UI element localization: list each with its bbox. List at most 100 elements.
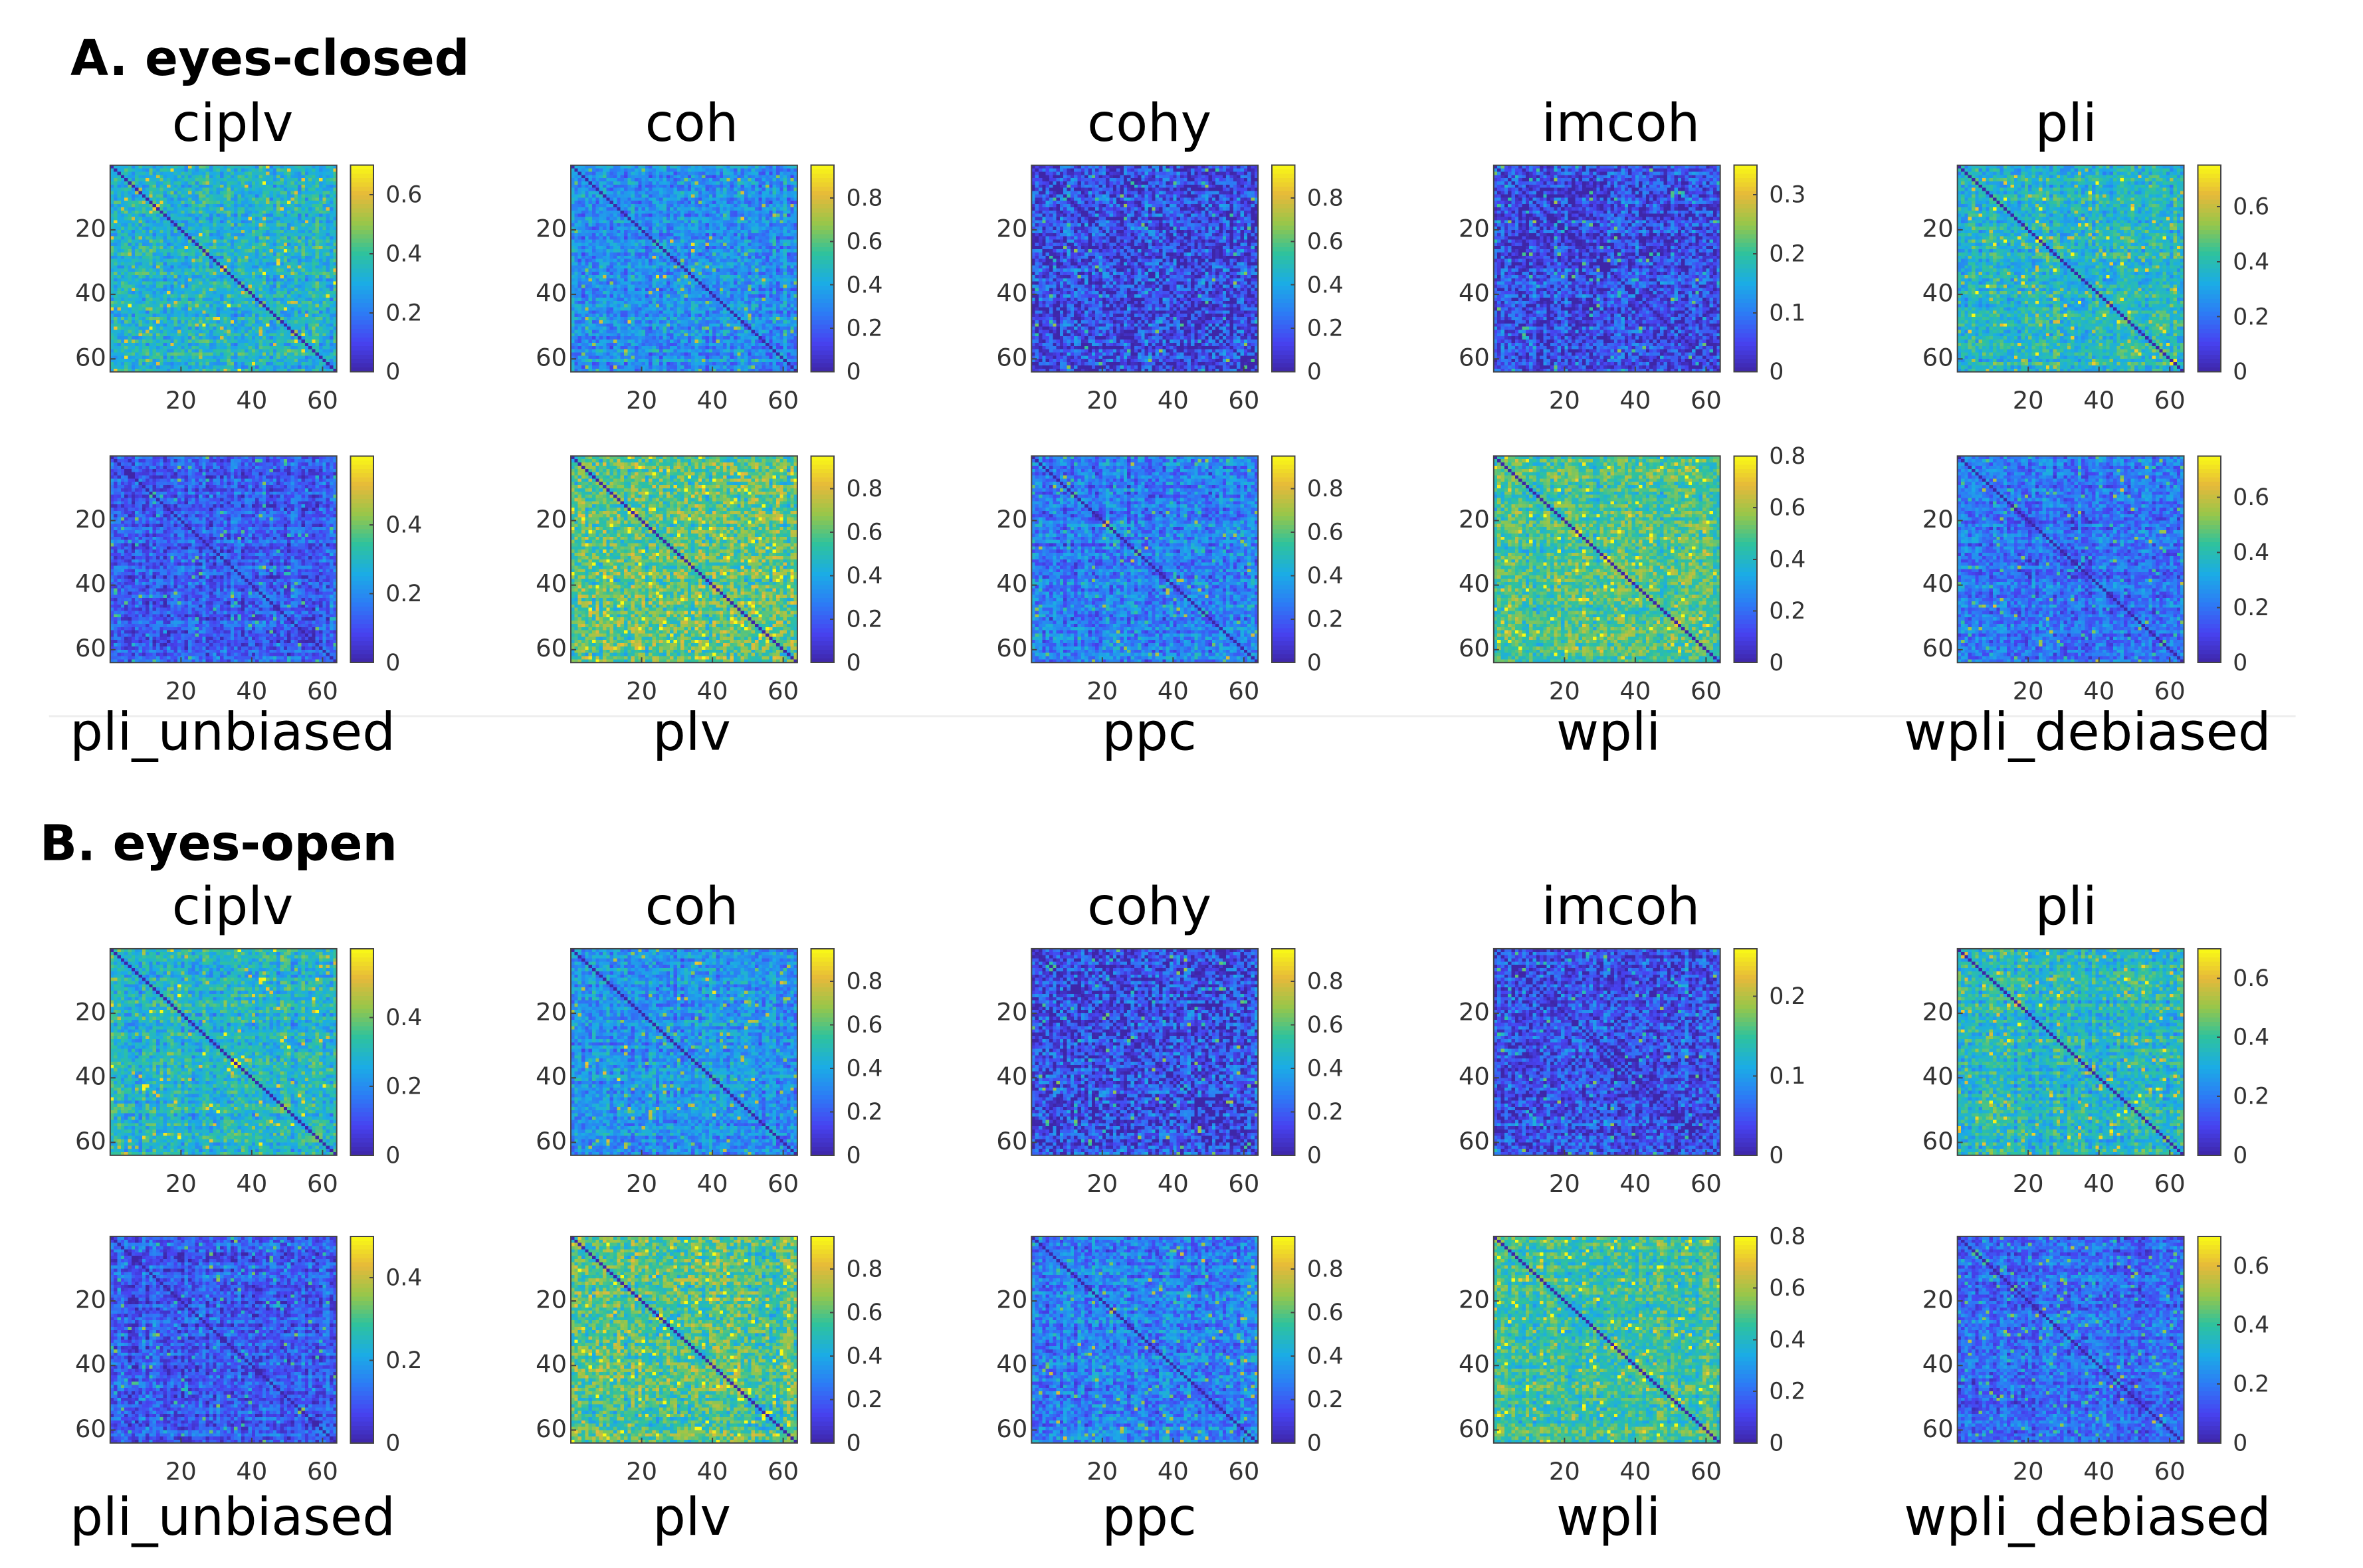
- colorbar-tick-label: 0.2: [1307, 1099, 1344, 1126]
- method-label: ciplv: [172, 93, 294, 153]
- y-tick-label: 40: [996, 278, 1027, 307]
- colorbar-tick-label: 0.2: [1769, 598, 1805, 625]
- y-tick-label: 40: [1459, 1350, 1490, 1379]
- y-tick-label: 60: [1922, 343, 1954, 372]
- method-label: imcoh: [1542, 876, 1700, 937]
- x-tick-label: 20: [1549, 1169, 1580, 1198]
- method-label: wpli_debiased: [1904, 1487, 2271, 1547]
- x-tick-label: 40: [2083, 386, 2114, 415]
- colorbar-tick-label: 0.4: [847, 1055, 883, 1082]
- colorbar-tick-label: 0.6: [2233, 193, 2269, 220]
- matrix-cells: [110, 456, 337, 663]
- x-tick-label: 40: [1158, 677, 1189, 706]
- matrix-cells: [1031, 949, 1258, 1156]
- colorbar-tick-label: 0.8: [847, 1256, 883, 1283]
- y-tick-label: 40: [996, 1350, 1027, 1379]
- x-tick-label: 60: [307, 1169, 338, 1198]
- x-tick-label: 20: [1549, 1457, 1580, 1486]
- x-tick-label: 40: [697, 386, 728, 415]
- colorbar: 00.20.40.60.8: [1734, 1223, 1805, 1456]
- colorbar-tick-label: 0.2: [2233, 595, 2269, 621]
- y-tick-label: 60: [75, 1415, 106, 1443]
- y-tick-label: 20: [1922, 997, 1954, 1026]
- colorbar-tick-label: 0.6: [847, 1300, 883, 1326]
- colorbar: 00.20.40.6: [2198, 949, 2269, 1169]
- x-tick-label: 20: [626, 1169, 657, 1198]
- colorbar: 0 0.2 0.4 0.6: [2198, 1236, 2269, 1456]
- y-tick-label: 20: [75, 214, 106, 243]
- method-label: coh: [645, 93, 739, 153]
- colorbar-tick-label: 0.6: [2233, 484, 2269, 511]
- x-tick-label: 40: [1619, 1169, 1651, 1198]
- x-tick-label: 20: [1086, 677, 1118, 706]
- colorbar: 00.20.40.60.8: [1734, 443, 1805, 676]
- y-tick-label: 20: [1922, 505, 1954, 534]
- x-tick-label: 40: [2083, 1169, 2114, 1198]
- panel-heading-a: A. eyes-closed: [70, 31, 470, 87]
- method-label: wpli: [1556, 1487, 1661, 1547]
- x-tick-label: 20: [1086, 386, 1118, 415]
- y-tick-label: 60: [1459, 1415, 1490, 1443]
- y-tick-label: 40: [75, 569, 106, 598]
- colorbar-tick-label: 0.8: [1307, 476, 1344, 502]
- colorbar-tick-label: 0.2: [847, 1387, 883, 1413]
- colorbar-tick-label: 0.6: [847, 519, 883, 545]
- x-tick-label: 40: [2083, 677, 2114, 706]
- y-tick-label: 40: [1922, 569, 1954, 598]
- colorbar-tick-label: 0.2: [385, 581, 422, 607]
- x-tick-label: 60: [1228, 677, 1259, 706]
- matrix-cells: [110, 1236, 337, 1444]
- colorbar-tick-label: 0.1: [1769, 300, 1805, 326]
- colorbar-tick-label: 0.4: [2233, 1312, 2269, 1339]
- y-tick-label: 40: [1922, 1062, 1954, 1091]
- x-tick-label: 40: [1158, 1169, 1189, 1198]
- colorbar-tick-label: 0: [1307, 1142, 1322, 1169]
- y-tick-label: 40: [536, 278, 567, 307]
- y-tick-label: 20: [536, 214, 567, 243]
- matrix-cells: [1958, 165, 2184, 373]
- matrix-cells: [571, 949, 797, 1156]
- colorbar-tick-label: 0.6: [1307, 229, 1344, 255]
- colorbar-tick-label: 0.4: [1769, 1327, 1805, 1353]
- x-tick-label: 60: [768, 1457, 799, 1486]
- colorbar-tick-label: 0.4: [385, 241, 422, 268]
- matrix-cells: [1031, 1236, 1258, 1444]
- x-tick-label: 60: [307, 1457, 338, 1486]
- colorbar-tick-label: 0.4: [1307, 1343, 1344, 1369]
- colorbar-tick-label: 0: [2233, 1430, 2247, 1456]
- colorbar-tick-label: 0.2: [1307, 1387, 1344, 1413]
- x-tick-label: 20: [2013, 1169, 2044, 1198]
- y-tick-label: 40: [1922, 278, 1954, 307]
- colorbar-tick-label: 0.2: [1307, 316, 1344, 342]
- matrix-cells: [1494, 456, 1720, 663]
- colorbar-tick-label: 0: [1307, 650, 1322, 676]
- y-tick-label: 40: [1459, 1062, 1490, 1091]
- y-tick-label: 40: [1459, 278, 1490, 307]
- colorbar-tick-label: 0.2: [385, 1347, 422, 1374]
- colorbar-tick-label: 0.6: [2233, 1253, 2269, 1280]
- colorbar-tick-label: 0: [1307, 1430, 1322, 1456]
- x-tick-label: 20: [2013, 677, 2044, 706]
- colorbar-tick-label: 0.4: [385, 1005, 422, 1031]
- method-label: pli_unbiased: [70, 702, 395, 763]
- matrix-cells: [1958, 456, 2184, 663]
- colorbar-tick-label: 0.8: [847, 476, 883, 502]
- y-tick-label: 60: [536, 634, 567, 662]
- y-tick-label: 40: [75, 278, 106, 307]
- x-tick-label: 20: [165, 386, 197, 415]
- method-label: pli: [2035, 876, 2097, 937]
- y-tick-label: 60: [996, 634, 1027, 662]
- x-tick-label: 60: [2154, 677, 2186, 706]
- colorbar-tick-label: 0.2: [2233, 1371, 2269, 1398]
- x-tick-label: 20: [1549, 677, 1580, 706]
- colorbar-tick-label: 0.2: [1769, 1379, 1805, 1405]
- x-tick-label: 60: [768, 1169, 799, 1198]
- colorbar-tick-label: 0.8: [1769, 443, 1805, 470]
- y-tick-label: 60: [1922, 634, 1954, 662]
- x-tick-label: 20: [1549, 386, 1580, 415]
- colorbar-tick-label: 0: [385, 359, 400, 385]
